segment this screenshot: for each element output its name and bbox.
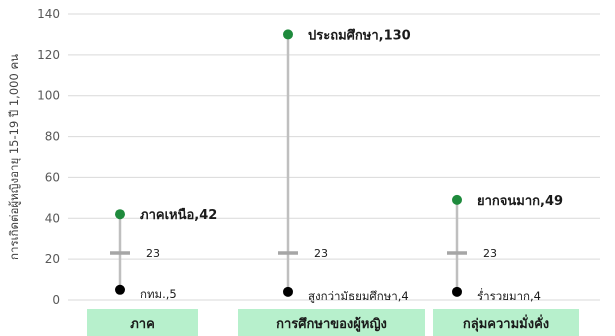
y-tick-label: 100 [37, 89, 60, 103]
min-label: สูงกว่ามัธยมศึกษา,4 [308, 289, 409, 303]
category-box [87, 309, 198, 336]
max-point [115, 209, 125, 220]
max-point [452, 194, 462, 205]
y-tick-label: 40 [45, 211, 60, 225]
range-marks: 23 ภาคเหนือ,42 กทม.,5 23 ประถมศึกษา,130 สูงกว… [110, 27, 563, 303]
y-axis: 0 20 40 60 80 100 120 140 [37, 7, 60, 307]
category-box [433, 309, 579, 336]
y-tick-label: 120 [37, 48, 60, 62]
gridlines [68, 13, 600, 301]
y-tick-label: 60 [45, 170, 60, 184]
category-boxes: ภาค การศึกษาของผู้หญิง กลุ่มความมั่งคั่ง [87, 309, 579, 336]
y-tick-label: 140 [37, 7, 60, 21]
min-point [115, 284, 125, 295]
min-label: ร่ำรวยมาก,4 [477, 288, 541, 303]
average-label: 23 [146, 247, 160, 260]
average-label: 23 [314, 247, 328, 260]
average-label: 23 [483, 247, 497, 260]
min-point [452, 286, 462, 297]
max-label: ประถมศึกษา,130 [308, 27, 411, 43]
y-axis-label: การเกิดต่อผู้หญิงอายุ 15-19 ปี 1,000 คน [7, 54, 21, 260]
category-label: การศึกษาของผู้หญิง [276, 316, 387, 332]
y-tick-label: 20 [45, 252, 60, 266]
y-tick-label: 80 [45, 130, 60, 144]
category-box [238, 309, 425, 336]
min-point [283, 286, 293, 297]
max-label: ภาคเหนือ,42 [140, 207, 217, 223]
y-tick-label: 0 [52, 293, 60, 307]
category-label: ภาค [130, 317, 155, 332]
max-label: ยากจนมาก,49 [477, 194, 563, 209]
category-label: กลุ่มความมั่งคั่ง [463, 314, 549, 332]
min-label: กทม.,5 [140, 287, 177, 301]
max-point [283, 29, 293, 40]
